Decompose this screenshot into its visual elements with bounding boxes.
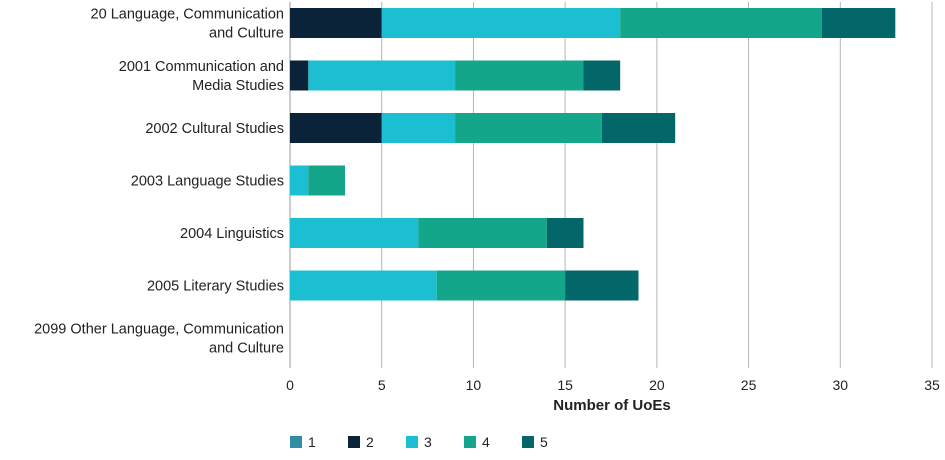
x-tick-label: 0 — [286, 377, 294, 393]
category-label: 20 Language, Communication — [91, 7, 284, 23]
category-label: 2004 Linguistics — [180, 226, 284, 242]
legend-label-4: 4 — [482, 434, 490, 450]
legend-label-5: 5 — [540, 434, 548, 450]
legend-swatch-2 — [348, 436, 360, 448]
bar-series-5-row-3 — [601, 113, 676, 143]
x-tick-label: 10 — [466, 377, 482, 393]
legend-swatch-3 — [406, 436, 418, 448]
x-axis-title: Number of UoEs — [553, 397, 671, 414]
bar-series-3-row-6 — [290, 270, 437, 301]
category-label: 2003 Language Studies — [131, 174, 284, 190]
bar-series-5-row-5 — [546, 218, 584, 248]
legend-label-1: 1 — [308, 434, 316, 450]
x-tick-label: 30 — [832, 377, 848, 393]
bar-series-4-row-2 — [455, 60, 584, 91]
bars — [290, 8, 896, 301]
category-label: and Culture — [209, 26, 284, 42]
gridlines — [289, 2, 933, 368]
x-tick-label: 5 — [378, 377, 386, 393]
bar-series-3-row-2 — [308, 60, 456, 91]
bar-series-2-row-1 — [290, 8, 382, 38]
bar-series-3-row-1 — [381, 8, 621, 38]
bar-series-3-row-5 — [290, 218, 419, 248]
category-label: 2001 Communication and — [119, 59, 284, 75]
bar-series-5-row-1 — [821, 8, 896, 38]
bar-series-2-row-3 — [290, 113, 382, 143]
x-tick-label: 35 — [924, 377, 940, 393]
x-tick-labels: 0 5 10 15 20 25 30 35 — [286, 377, 940, 393]
bar-series-5-row-6 — [565, 270, 639, 301]
x-tick-label: 15 — [557, 377, 573, 393]
legend: 1 2 3 4 5 — [290, 434, 548, 450]
category-label: Media Studies — [192, 78, 284, 94]
bar-series-2-row-2 — [290, 60, 309, 91]
category-label: 2002 Cultural Studies — [145, 121, 284, 137]
legend-swatch-1 — [290, 436, 302, 448]
legend-label-2: 2 — [366, 434, 374, 450]
legend-label-3: 3 — [424, 434, 432, 450]
bar-series-5-row-2 — [583, 60, 621, 91]
bar-series-3-row-3 — [381, 113, 456, 143]
x-tick-label: 25 — [741, 377, 757, 393]
bar-series-4-row-6 — [436, 270, 566, 301]
legend-swatch-4 — [464, 436, 476, 448]
bar-series-4-row-4 — [308, 165, 346, 196]
bar-series-4-row-1 — [620, 8, 822, 38]
legend-swatch-5 — [522, 436, 534, 448]
category-label: 2005 Literary Studies — [147, 279, 284, 295]
category-labels: 20 Language, Communication and Culture 200… — [34, 7, 284, 357]
category-label: and Culture — [209, 341, 284, 357]
bar-series-4-row-5 — [418, 218, 547, 248]
x-tick-label: 20 — [649, 377, 665, 393]
bar-series-3-row-4 — [290, 165, 309, 196]
category-label: 2099 Other Language, Communication — [34, 322, 284, 338]
bar-series-4-row-3 — [455, 113, 602, 143]
